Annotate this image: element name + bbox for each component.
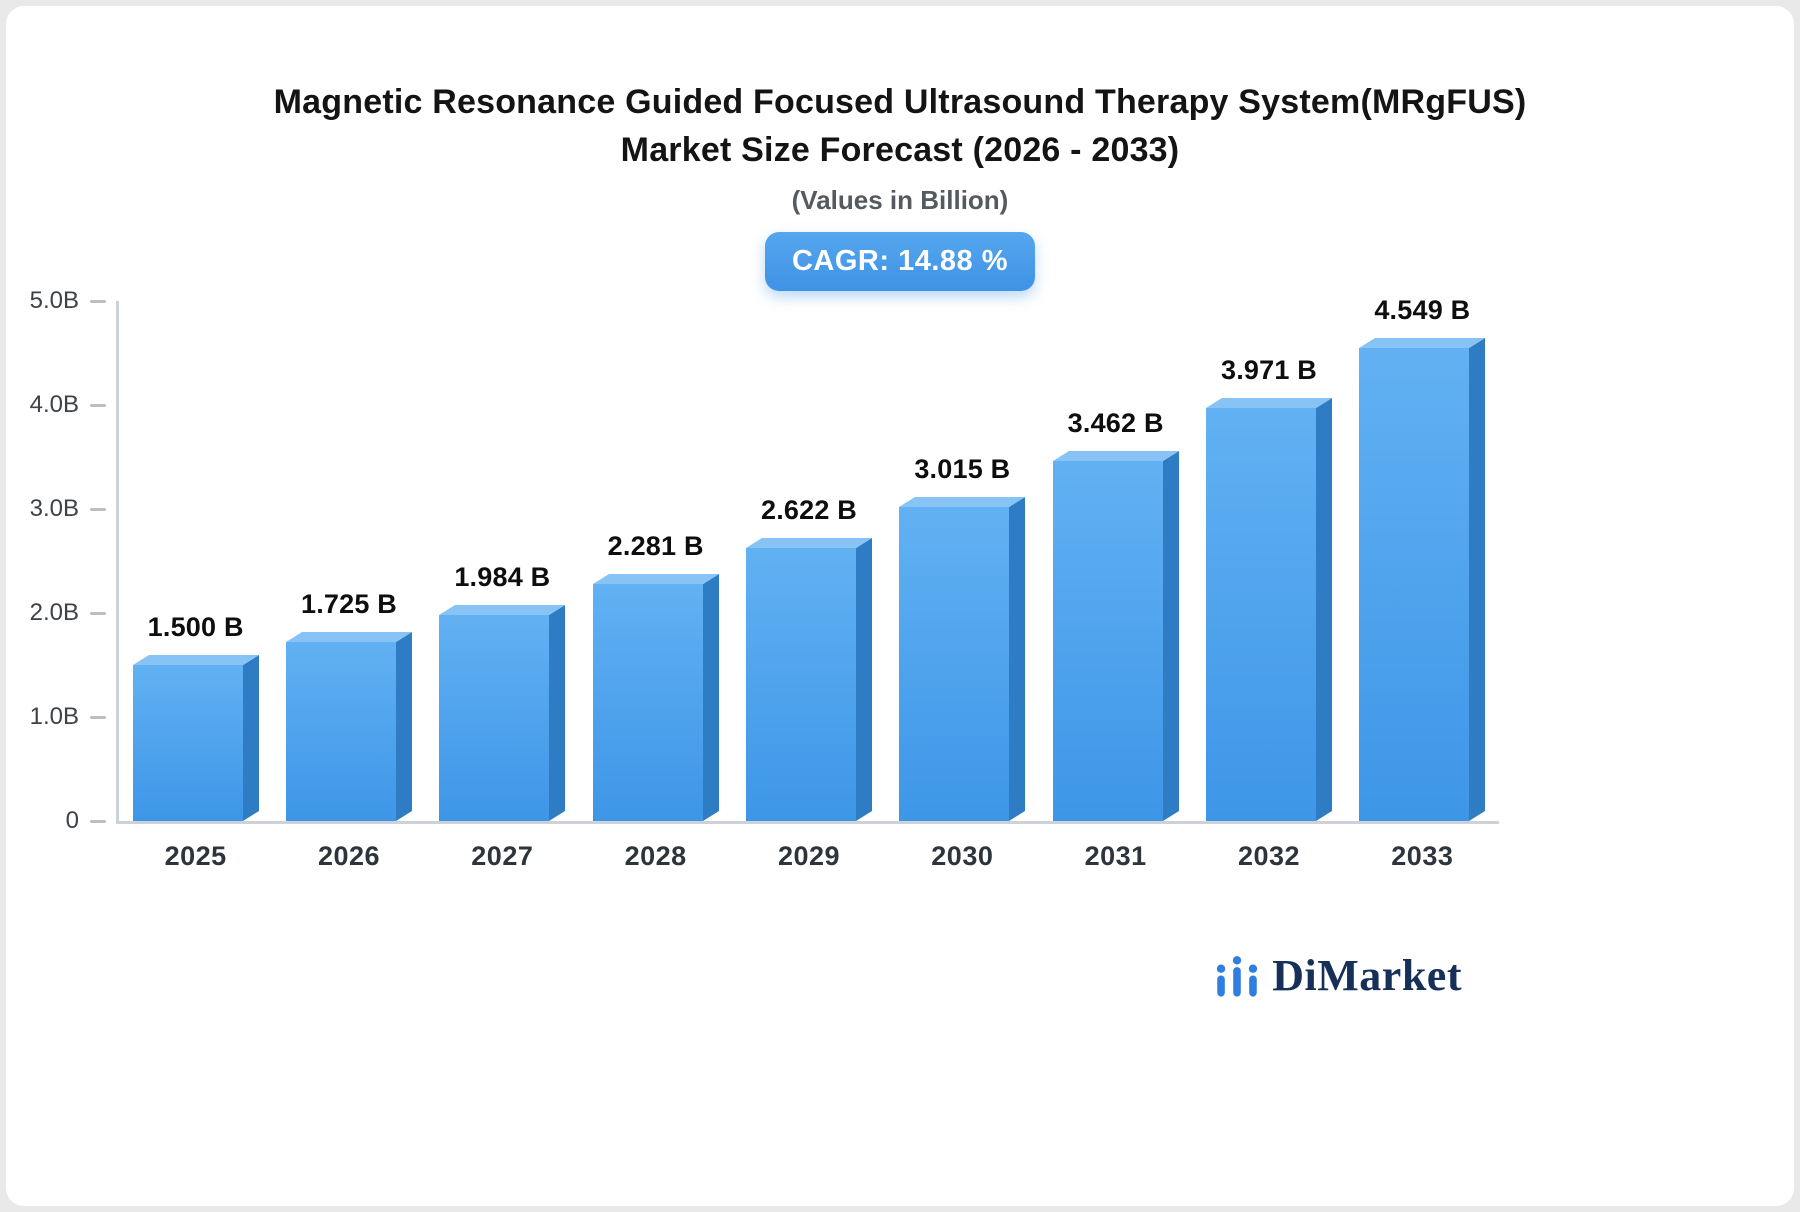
x-axis-label: 2026 <box>317 841 381 871</box>
x-axis-label: 2029 <box>777 841 841 871</box>
y-tick-mark <box>90 403 106 407</box>
bar-side-face <box>856 538 872 821</box>
y-tick-label: 5.0B <box>29 287 79 314</box>
x-axis-label: 2030 <box>931 841 994 871</box>
bar-side-face <box>1009 497 1026 821</box>
bar-side-face <box>242 655 259 821</box>
bar <box>132 655 259 821</box>
bar-side-face <box>549 604 566 821</box>
bar-front-face <box>1052 460 1163 821</box>
chart-card: Magnetic Resonance Guided Focused Ultras… <box>6 6 1794 1206</box>
brand-name: DiMarket <box>1272 951 1462 1000</box>
cagr-badge: CAGR: 14.88 % <box>764 232 1035 291</box>
chart-title-line2: Market Size Forecast (2026 - 2033) <box>620 131 1180 169</box>
bar-value-label: 3.015 B <box>914 454 1011 485</box>
bar-top-face <box>899 497 1026 508</box>
x-axis-label: 2031 <box>1084 841 1147 871</box>
chart-header: Magnetic Resonance Guided Focused Ultras… <box>6 6 1794 291</box>
x-axis-label: 2028 <box>624 841 687 871</box>
bar-value-label: 1.725 B <box>301 588 397 619</box>
y-tick-mark <box>90 819 106 823</box>
bar-front-face <box>899 507 1010 821</box>
bar-front-face <box>286 641 396 821</box>
bar-top-face <box>1206 398 1333 409</box>
bar-side-face <box>396 631 412 821</box>
bar-value-label: 1.984 B <box>454 561 551 592</box>
bar-top-face <box>132 655 259 665</box>
chart-title: Magnetic Resonance Guided Focused Ultras… <box>6 78 1794 174</box>
bar-front-face <box>592 583 703 821</box>
x-axis-label: 2027 <box>471 841 534 871</box>
bar-front-face <box>132 665 243 821</box>
y-tick-mark <box>90 299 106 303</box>
brand-logo: DiMarket <box>1214 950 1462 1001</box>
bar <box>746 538 873 821</box>
bar-top-face <box>592 573 719 584</box>
chart-title-line1: Magnetic Resonance Guided Focused Ultras… <box>273 83 1527 121</box>
bar-top-face <box>1052 450 1179 461</box>
bar-side-face <box>1316 398 1332 821</box>
y-tick-label: 4.0B <box>29 391 79 418</box>
bar <box>1052 450 1179 821</box>
bar <box>1206 398 1333 821</box>
bar-chart-logo-icon <box>1217 955 1258 997</box>
bar <box>439 604 566 821</box>
bar-front-face <box>1359 347 1470 821</box>
bar-value-label: 2.622 B <box>761 495 857 526</box>
bar-value-label: 3.462 B <box>1067 407 1164 438</box>
bar <box>899 497 1026 821</box>
bar-side-face <box>1469 337 1486 821</box>
bar-side-face <box>1162 450 1179 821</box>
bar-value-label: 4.549 B <box>1374 294 1471 325</box>
y-tick-label: 2.0B <box>29 599 79 626</box>
bar-front-face <box>1206 408 1316 821</box>
y-tick-mark <box>90 611 106 615</box>
x-axis-label: 2033 <box>1391 841 1454 871</box>
bar-front-face <box>746 548 856 821</box>
bar-value-label: 2.281 B <box>607 530 704 561</box>
y-tick-mark <box>90 507 106 511</box>
bar-top-face <box>439 604 566 615</box>
bar-side-face <box>702 573 719 821</box>
bar <box>1359 337 1486 821</box>
bar <box>286 631 413 821</box>
bar-top-face <box>746 538 873 549</box>
y-tick-label: 3.0B <box>29 495 79 522</box>
bar-top-face <box>1359 337 1486 348</box>
y-tick-mark <box>90 715 106 719</box>
bar <box>592 573 719 821</box>
bar-top-face <box>286 631 413 642</box>
y-tick-label: 0 <box>65 807 79 834</box>
plot-area: 5.0B 4.0B 3.0B 2.0B 1.0B 0 1.500 B 2025 1.725 B 2… <box>30 287 1499 871</box>
chart-subtitle: (Values in Billion) <box>791 185 1009 215</box>
bar-front-face <box>439 614 550 821</box>
bar-value-label: 3.971 B <box>1221 355 1317 386</box>
x-axis-label: 2032 <box>1237 841 1301 871</box>
x-axis-label: 2025 <box>164 841 227 871</box>
y-tick-label: 1.0B <box>29 703 79 730</box>
bar-value-label: 1.500 B <box>147 612 244 642</box>
